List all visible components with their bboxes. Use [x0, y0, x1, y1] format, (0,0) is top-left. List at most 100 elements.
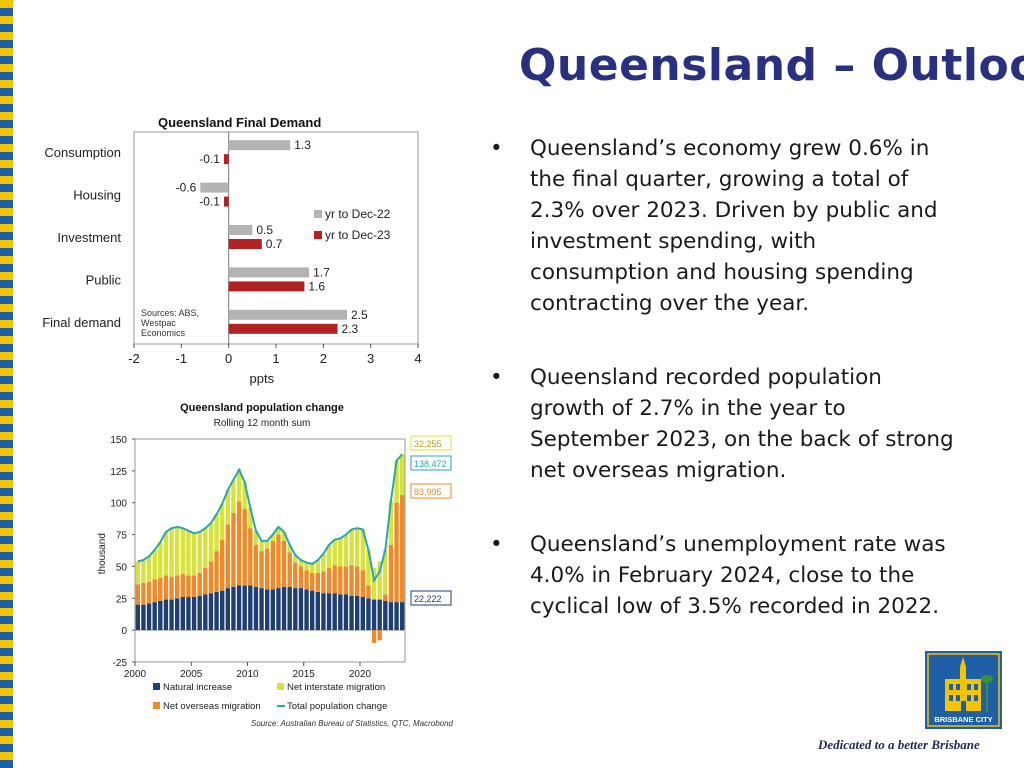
- bar-net-overseas-migration: [219, 539, 225, 591]
- bar-net-overseas-migration: [191, 575, 197, 598]
- bar-natural-increase: [321, 593, 326, 631]
- latest-value-label: 22,222: [414, 594, 442, 604]
- bar-dec23: [223, 196, 229, 207]
- bar-natural-increase: [326, 593, 332, 631]
- bar-natural-increase: [293, 588, 298, 631]
- bar-net-overseas-migration: [169, 576, 174, 600]
- brisbane-city-logo: BRISBANE CITY: [925, 651, 1002, 729]
- bar-net-interstate-migration: [197, 532, 202, 573]
- bar-net-overseas-migration: [135, 584, 141, 605]
- bar-natural-increase: [203, 594, 208, 631]
- legend-label: yr to Dec-23: [325, 228, 391, 242]
- bar-value-label: 1.3: [294, 138, 311, 152]
- bar-dec22: [228, 225, 253, 235]
- bar-net-interstate-migration: [281, 532, 287, 541]
- bar-natural-increase: [242, 585, 247, 631]
- chart-subtitle: Rolling 12 month sum: [214, 418, 311, 429]
- bar-dec23: [228, 323, 338, 334]
- source-note: Westpac: [141, 318, 176, 328]
- x-tick-label: 2000: [124, 669, 147, 680]
- bar-net-interstate-migration: [383, 549, 388, 595]
- bar-value-label: -0.6: [176, 181, 197, 195]
- bar-value-label: -0.1: [199, 152, 220, 166]
- bar-net-interstate-migration: [338, 538, 343, 567]
- bar-net-overseas-migration: [321, 571, 326, 594]
- x-tick-label: 1: [272, 351, 279, 366]
- x-tick-label: 2005: [180, 669, 203, 680]
- bar-natural-increase: [197, 595, 202, 631]
- bar-net-interstate-migration: [315, 560, 321, 573]
- bar-natural-increase: [399, 602, 405, 631]
- bar-natural-increase: [287, 586, 292, 631]
- bar-natural-increase: [225, 588, 231, 631]
- bar-net-interstate-migration: [208, 523, 214, 562]
- bullet-marker: •: [490, 365, 503, 390]
- bar-natural-increase: [152, 602, 157, 631]
- bar-net-interstate-migration: [152, 549, 157, 580]
- bar-natural-increase: [394, 602, 399, 631]
- bullet-text: Queensland’s economy grew 0.6% in the fi…: [530, 136, 938, 316]
- bar-net-overseas-migration: [253, 544, 259, 587]
- bar-net-overseas-migration: [287, 552, 292, 587]
- bar-net-interstate-migration: [259, 540, 264, 552]
- bar-natural-increase: [388, 602, 394, 631]
- legend-label: Net interstate migration: [287, 682, 385, 693]
- bar-net-overseas-migration: [349, 565, 354, 596]
- x-tick-label: 0: [225, 351, 232, 366]
- bar-net-overseas-migration: [354, 566, 360, 596]
- bullet-marker: •: [490, 532, 503, 557]
- bar-net-interstate-migration: [225, 489, 231, 525]
- x-tick-label: 2: [320, 351, 327, 366]
- bar-net-overseas-migration: [388, 544, 394, 603]
- bar-net-interstate-migration: [371, 567, 377, 600]
- x-tick-label: 2020: [349, 669, 372, 680]
- bar-net-overseas-migration: [152, 579, 157, 603]
- bar-net-overseas-migration: [231, 512, 236, 587]
- bar-net-overseas-migration: [264, 548, 270, 590]
- legend-swatch: [277, 683, 284, 690]
- bar-net-interstate-migration: [180, 528, 186, 575]
- bullet-text: Queensland’s unemployment rate was 4.0% …: [530, 532, 946, 619]
- bar-net-overseas-migration: [377, 630, 382, 641]
- bar-natural-increase: [219, 590, 225, 631]
- bar-net-interstate-migration: [287, 544, 292, 553]
- y-tick-label: 75: [116, 531, 128, 542]
- final-demand-chart: Queensland Final Demand Consumption 1.3 -0.…: [42, 115, 421, 386]
- bar-value-label: -0.1: [199, 195, 220, 209]
- legend-label: yr to Dec-22: [325, 207, 391, 221]
- bar-dec23: [223, 154, 229, 165]
- bar-net-interstate-migration: [141, 560, 146, 583]
- bar-natural-increase: [191, 597, 197, 631]
- bar-natural-increase: [276, 588, 281, 631]
- bar-net-interstate-migration: [203, 528, 208, 568]
- bar-net-interstate-migration: [343, 534, 349, 567]
- bar-natural-increase: [186, 597, 191, 631]
- latest-value-label: 138,472: [414, 459, 447, 469]
- bar-net-interstate-migration: [219, 503, 225, 540]
- bar-net-overseas-migration: [360, 570, 366, 598]
- y-tick-label: 25: [116, 594, 128, 605]
- bar-natural-increase: [349, 595, 354, 631]
- bar-net-overseas-migration: [315, 572, 321, 592]
- bullet-economy: • Queensland’s economy grew 0.6% in the f…: [490, 133, 960, 319]
- bar-net-interstate-migration: [276, 526, 281, 535]
- bar-natural-increase: [208, 593, 214, 631]
- bar-natural-increase: [248, 585, 253, 631]
- bullet-marker: •: [490, 136, 503, 161]
- bar-net-interstate-migration: [366, 549, 371, 586]
- bar-net-interstate-migration: [377, 561, 382, 600]
- bar-natural-increase: [383, 600, 388, 631]
- bar-net-interstate-migration: [191, 533, 197, 576]
- bar-natural-increase: [281, 586, 287, 631]
- bullet-population: • Queensland recorded population growth o…: [490, 362, 960, 486]
- bar-net-interstate-migration: [135, 561, 141, 585]
- bar-net-interstate-migration: [293, 554, 298, 563]
- chart-title: Queensland Final Demand: [158, 115, 321, 130]
- source-note: Economics: [141, 328, 186, 338]
- legend-swatch: [314, 231, 322, 239]
- bar-natural-increase: [135, 604, 141, 631]
- bar-natural-increase: [270, 589, 276, 631]
- bar-net-interstate-migration: [174, 526, 180, 576]
- latest-value-label: 83,995: [414, 487, 442, 497]
- bar-natural-increase: [304, 589, 309, 631]
